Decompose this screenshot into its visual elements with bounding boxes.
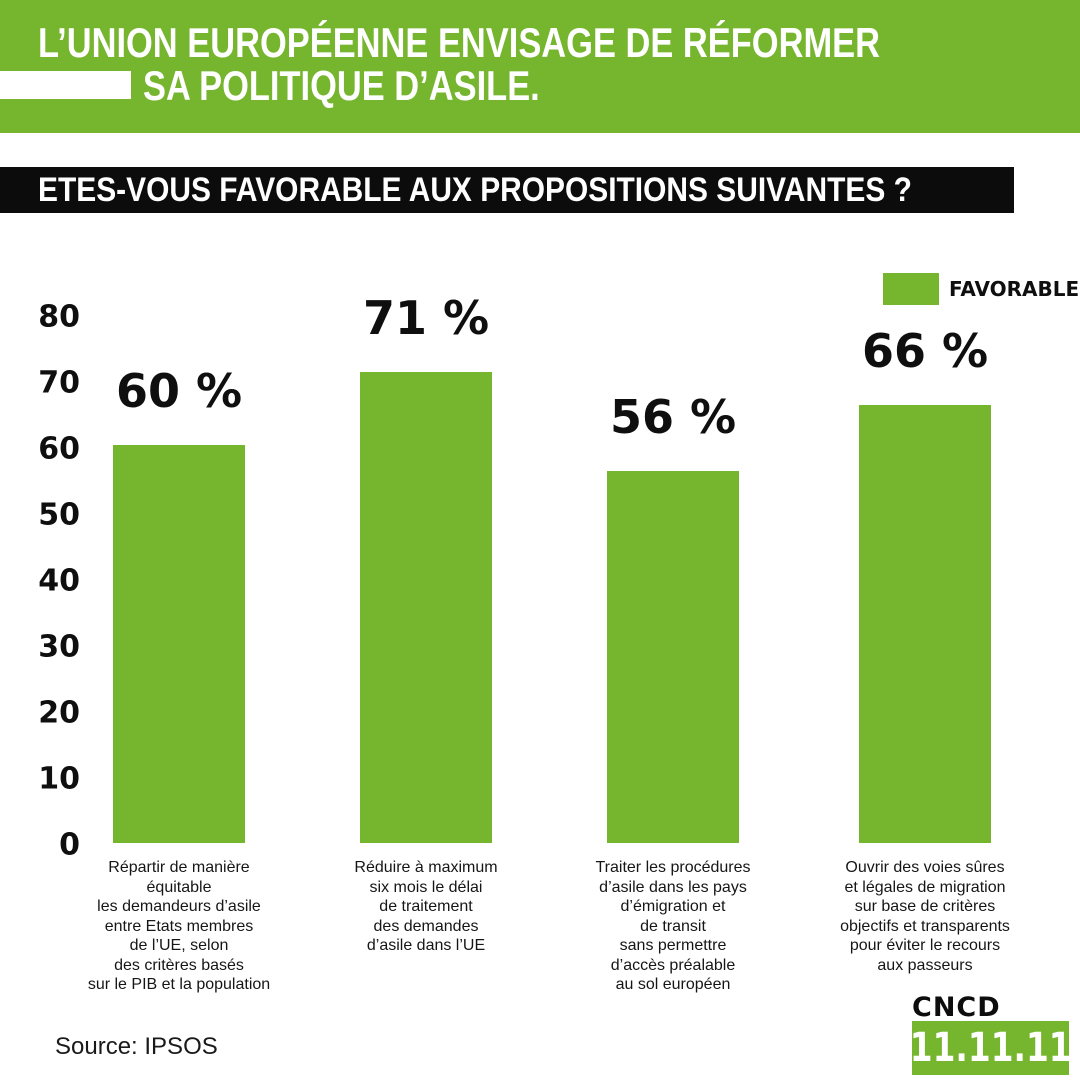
y-axis-tick: 40 (38, 563, 80, 599)
legend-label: FAVORABLE (949, 277, 1080, 301)
y-axis-tick: 70 (38, 365, 80, 401)
y-axis-tick: 60 (38, 431, 80, 467)
cncd-111111-logo-text: 11.11.11 (909, 1025, 1072, 1071)
y-axis-tick: 30 (38, 629, 80, 665)
bar-favorable (859, 404, 991, 843)
header-white-block (0, 71, 131, 99)
y-axis-tick: 20 (38, 695, 80, 731)
legend-swatch-favorable (883, 273, 939, 305)
bar-value-label: 56 % (609, 390, 737, 445)
bar-category-label: Réduire à maximum six mois le délai de t… (354, 859, 498, 954)
bar-favorable (360, 371, 492, 843)
bar-category-label: Traiter les procédures d’asile dans les … (595, 859, 751, 993)
bar-favorable (607, 471, 739, 843)
question-banner: ETES-VOUS FAVORABLE AUX PROPOSITIONS SUI… (0, 167, 1014, 213)
y-axis-tick: 50 (38, 497, 80, 533)
bar-category-label: Ouvrir des voies sûres et légales de mig… (840, 859, 1010, 974)
y-axis-tick: 10 (38, 761, 80, 797)
question-text: ETES-VOUS FAVORABLE AUX PROPOSITIONS SUI… (38, 171, 912, 209)
y-axis-tick: 0 (59, 827, 80, 863)
header-title-line2: SA POLITIQUE D’ASILE. (143, 62, 540, 109)
cncd-logo-text: CNCD (912, 992, 1001, 1023)
bar-favorable (113, 444, 245, 843)
bar-value-label: 66 % (861, 323, 989, 378)
bar-value-label: 60 % (115, 363, 243, 418)
legend: FAVORABLE (883, 273, 1079, 305)
header-banner: L’UNION EUROPÉENNE ENVISAGE DE RÉFORMER … (0, 0, 1080, 133)
bar-value-label: 71 % (362, 290, 490, 345)
bar-category-label: Répartir de manière équitable les demand… (87, 859, 271, 993)
cncd-111111-logo: 11.11.11 (909, 1021, 1072, 1075)
y-axis-tick: 80 (38, 299, 80, 335)
source-text: Source: IPSOS (55, 1033, 218, 1060)
header-title-line1: L’UNION EUROPÉENNE ENVISAGE DE RÉFORMER (38, 19, 880, 66)
